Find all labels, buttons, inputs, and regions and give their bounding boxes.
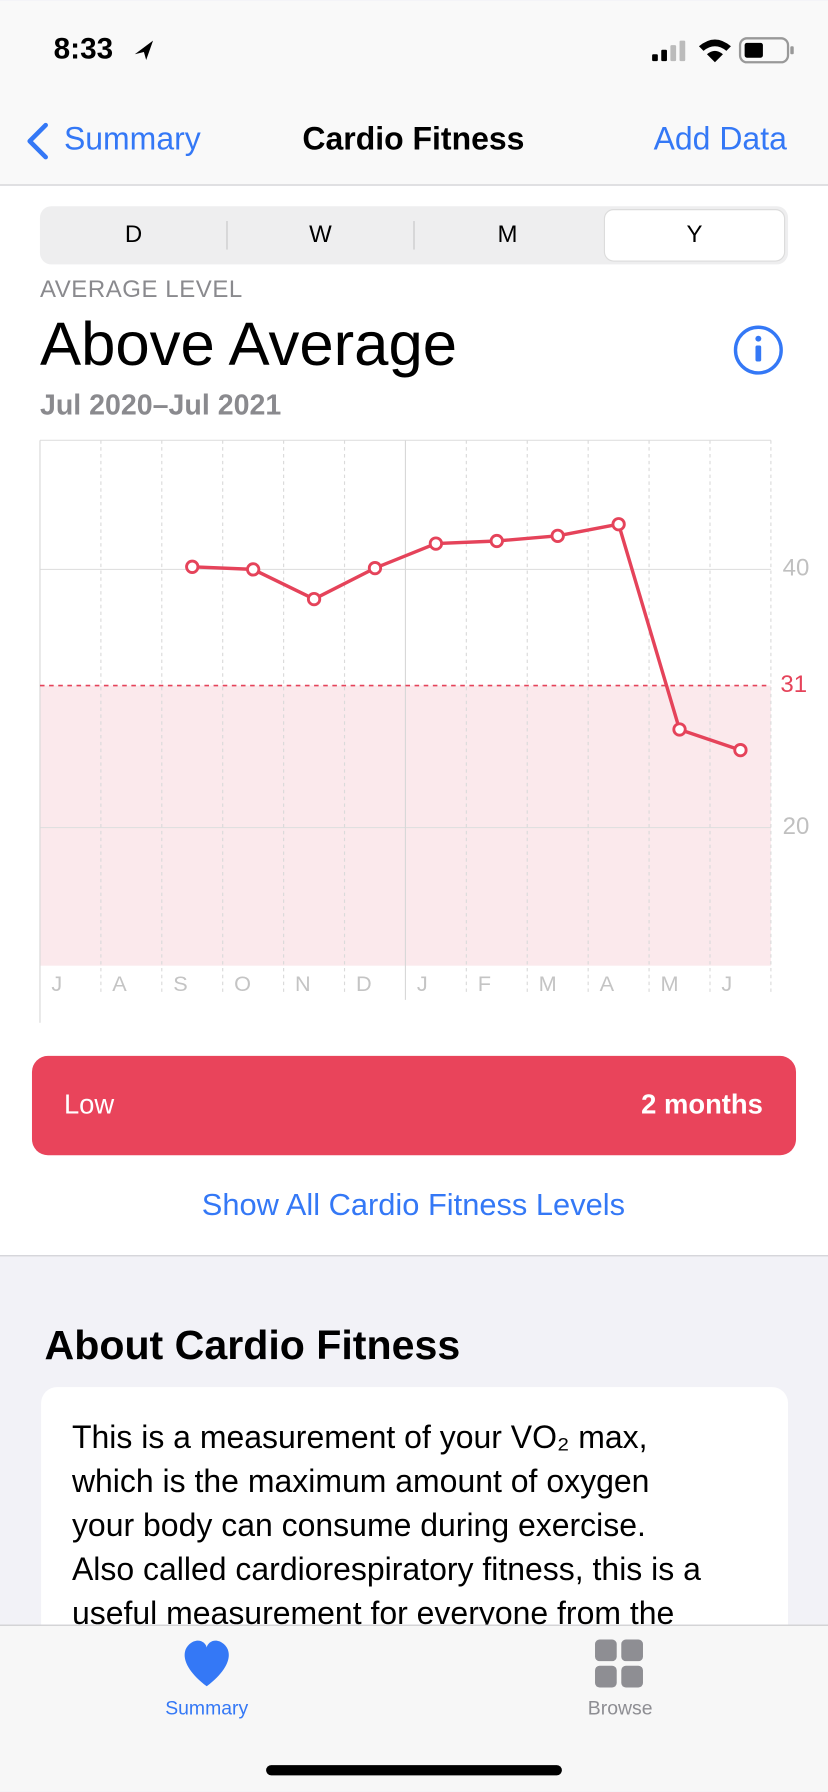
status-time: 8:33: [54, 33, 113, 66]
data-point: [611, 517, 626, 532]
browse-tab-icon[interactable]: [595, 1639, 643, 1688]
x-tick-label: J: [51, 971, 62, 996]
x-tick-label: N: [295, 971, 311, 996]
data-point: [672, 722, 687, 737]
about-text: which is the maximum amount of oxygen: [71, 1463, 649, 1499]
add-data-button[interactable]: Add Data: [654, 121, 788, 157]
info-button[interactable]: [733, 325, 783, 375]
segment[interactable]: D: [125, 221, 142, 248]
back-chevron[interactable]: [27, 122, 48, 160]
x-tick-label: M: [660, 971, 678, 996]
reference-label: 31: [780, 671, 807, 698]
data-line: [192, 522, 741, 752]
about-text: This is a measurement of your VO₂ max,: [72, 1419, 648, 1455]
y-tick-label: 20: [783, 813, 810, 840]
data-point: [428, 536, 444, 551]
level-bar-label: Low: [64, 1088, 114, 1119]
data-point: [733, 742, 748, 758]
x-tick-label: D: [356, 971, 372, 996]
level-bar-duration: 2 months: [641, 1088, 763, 1119]
data-point: [246, 562, 261, 577]
battery-icon: [738, 37, 794, 64]
section-label: AVERAGE LEVEL: [40, 276, 243, 303]
data-point: [367, 560, 383, 576]
x-tick-label: S: [173, 971, 187, 996]
back-button[interactable]: Summary: [64, 121, 201, 157]
x-tick-label: J: [417, 971, 428, 996]
x-tick-label: A: [112, 971, 127, 996]
date-range: Jul 2020–Jul 2021: [40, 390, 281, 422]
data-point: [489, 533, 504, 549]
nav-title: Cardio Fitness: [302, 121, 524, 157]
summary-tab-icon[interactable]: [184, 1640, 229, 1687]
level-bar[interactable]: [31, 1055, 797, 1156]
x-tick-label: J: [721, 971, 732, 996]
segment[interactable]: W: [309, 221, 332, 248]
show-all-link[interactable]: Show All Cardio Fitness Levels: [202, 1187, 625, 1222]
location-icon: [134, 40, 154, 61]
segment-selected: [603, 209, 786, 262]
tab-bar: [0, 1624, 828, 1792]
tab-label[interactable]: Browse: [588, 1697, 653, 1719]
segment[interactable]: M: [498, 221, 518, 248]
home-indicator: [266, 1765, 562, 1776]
data-point: [185, 559, 200, 574]
about-text: Also called cardiorespiratory fitness, t…: [72, 1551, 701, 1587]
about-title: About Cardio Fitness: [45, 1322, 461, 1368]
about-card: [41, 1387, 789, 1685]
data-point: [550, 528, 565, 543]
level-title: Above Average: [40, 310, 457, 379]
y-tick-label: 40: [783, 555, 810, 582]
wifi-icon: [698, 39, 731, 63]
top-bar-bg: [0, 0, 828, 186]
x-tick-label: F: [478, 971, 491, 996]
x-tick-label: O: [234, 971, 251, 996]
signal-icon: [652, 40, 686, 62]
segment[interactable]: Y: [687, 221, 703, 248]
x-tick-label: A: [600, 971, 615, 996]
data-point: [306, 591, 322, 607]
tab-label[interactable]: Summary: [165, 1697, 248, 1719]
about-text: your body can consume during exercise.: [72, 1507, 646, 1543]
x-tick-label: M: [539, 971, 557, 996]
